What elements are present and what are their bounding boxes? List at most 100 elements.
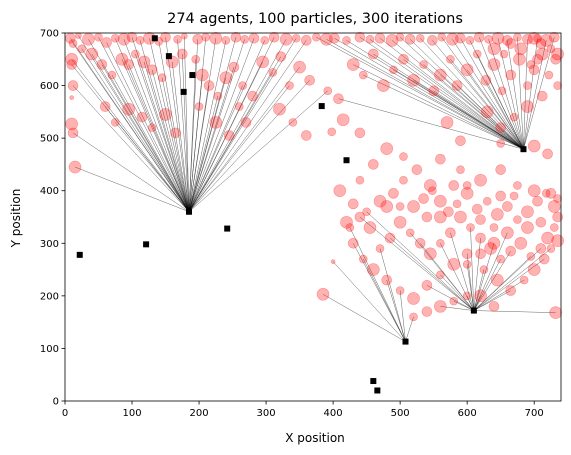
- link-line: [473, 248, 552, 311]
- agent-point: [176, 48, 188, 60]
- agent-point: [553, 81, 562, 90]
- particle-point: [224, 225, 231, 232]
- y-axis-label: Y position: [9, 189, 23, 249]
- agent-point: [471, 203, 483, 215]
- particle-point: [143, 241, 150, 248]
- agent-point: [501, 226, 514, 240]
- agent-point: [407, 292, 420, 305]
- link-line: [523, 40, 547, 150]
- agent-point: [434, 210, 447, 224]
- link-line: [440, 243, 475, 311]
- particle-point: [370, 378, 377, 385]
- link-line: [188, 67, 235, 212]
- agent-point: [94, 32, 103, 42]
- agent-point: [347, 237, 359, 249]
- agent-point: [513, 215, 522, 224]
- agent-point: [395, 202, 405, 211]
- link-line: [523, 39, 528, 150]
- agent-point: [521, 205, 534, 219]
- link-line: [473, 256, 532, 311]
- agent-point: [514, 42, 528, 56]
- agent-point: [451, 80, 463, 91]
- agent-markers: [65, 31, 564, 322]
- agent-point: [285, 81, 294, 90]
- agent-point: [137, 55, 151, 69]
- agent-point: [123, 59, 134, 70]
- agent-point: [519, 275, 529, 285]
- link-line: [131, 37, 190, 212]
- agent-point: [381, 274, 393, 286]
- particle-point: [470, 307, 477, 314]
- agent-point: [484, 35, 493, 44]
- link-line: [485, 80, 524, 150]
- agent-point: [192, 34, 204, 45]
- link-line: [476, 53, 524, 150]
- x-tick-label: 100: [122, 408, 141, 419]
- link-line: [523, 38, 538, 150]
- link-line: [171, 61, 190, 212]
- agent-point: [380, 142, 394, 155]
- link-line: [473, 269, 485, 311]
- x-axis-ticks: 0 100 200 300 400 500 600 700: [62, 401, 544, 419]
- link-line: [105, 106, 190, 212]
- agent-point: [527, 139, 541, 153]
- agent-point: [126, 31, 138, 43]
- agent-point: [527, 31, 541, 45]
- link-line: [101, 64, 190, 212]
- link-line: [121, 59, 190, 212]
- agent-point: [203, 80, 215, 91]
- particle-point: [318, 103, 325, 110]
- link-line: [115, 122, 190, 212]
- y-tick-label: 700: [40, 29, 59, 40]
- link-line: [188, 38, 255, 212]
- link-line: [386, 280, 406, 342]
- link-line: [363, 74, 524, 150]
- agent-point: [385, 34, 399, 47]
- agent-point: [460, 187, 474, 200]
- agent-point: [505, 245, 517, 257]
- agent-point: [443, 206, 454, 218]
- agent-point: [146, 64, 158, 76]
- agent-point: [535, 47, 549, 61]
- agent-point: [268, 68, 278, 77]
- link-line: [432, 40, 524, 150]
- agent-point: [482, 196, 492, 206]
- agent-point: [279, 33, 293, 46]
- agent-point: [532, 53, 543, 65]
- particle-point: [343, 157, 350, 164]
- x-tick-label: 500: [391, 408, 410, 419]
- link-line: [420, 38, 524, 150]
- link-line: [111, 74, 190, 212]
- agent-point: [427, 35, 438, 46]
- agent-point: [552, 211, 563, 223]
- link-line: [473, 258, 501, 311]
- link-line: [470, 227, 475, 311]
- x-tick-label: 600: [458, 408, 477, 419]
- plot-frame: [64, 32, 562, 402]
- link-line: [456, 85, 524, 150]
- agent-point: [480, 105, 494, 119]
- agent-point: [330, 259, 336, 264]
- agent-point: [538, 253, 550, 265]
- agent-point: [367, 263, 380, 276]
- link-line: [188, 38, 297, 212]
- agent-point: [541, 189, 551, 198]
- agent-point: [472, 49, 482, 59]
- agent-point: [505, 285, 517, 296]
- agent-point: [336, 113, 350, 127]
- agent-point: [445, 227, 456, 239]
- agent-point: [68, 39, 78, 48]
- link-line: [332, 261, 406, 342]
- y-tick-label: 600: [40, 81, 59, 92]
- agent-point: [522, 34, 533, 45]
- agent-point: [535, 243, 547, 254]
- link-line: [188, 85, 210, 212]
- link-line: [188, 39, 287, 212]
- link-line: [188, 85, 243, 212]
- agent-point: [191, 54, 201, 64]
- agent-point: [423, 179, 437, 192]
- link-line: [423, 64, 524, 150]
- agent-point: [466, 223, 475, 232]
- link-line: [426, 285, 474, 311]
- agent-point: [405, 228, 415, 238]
